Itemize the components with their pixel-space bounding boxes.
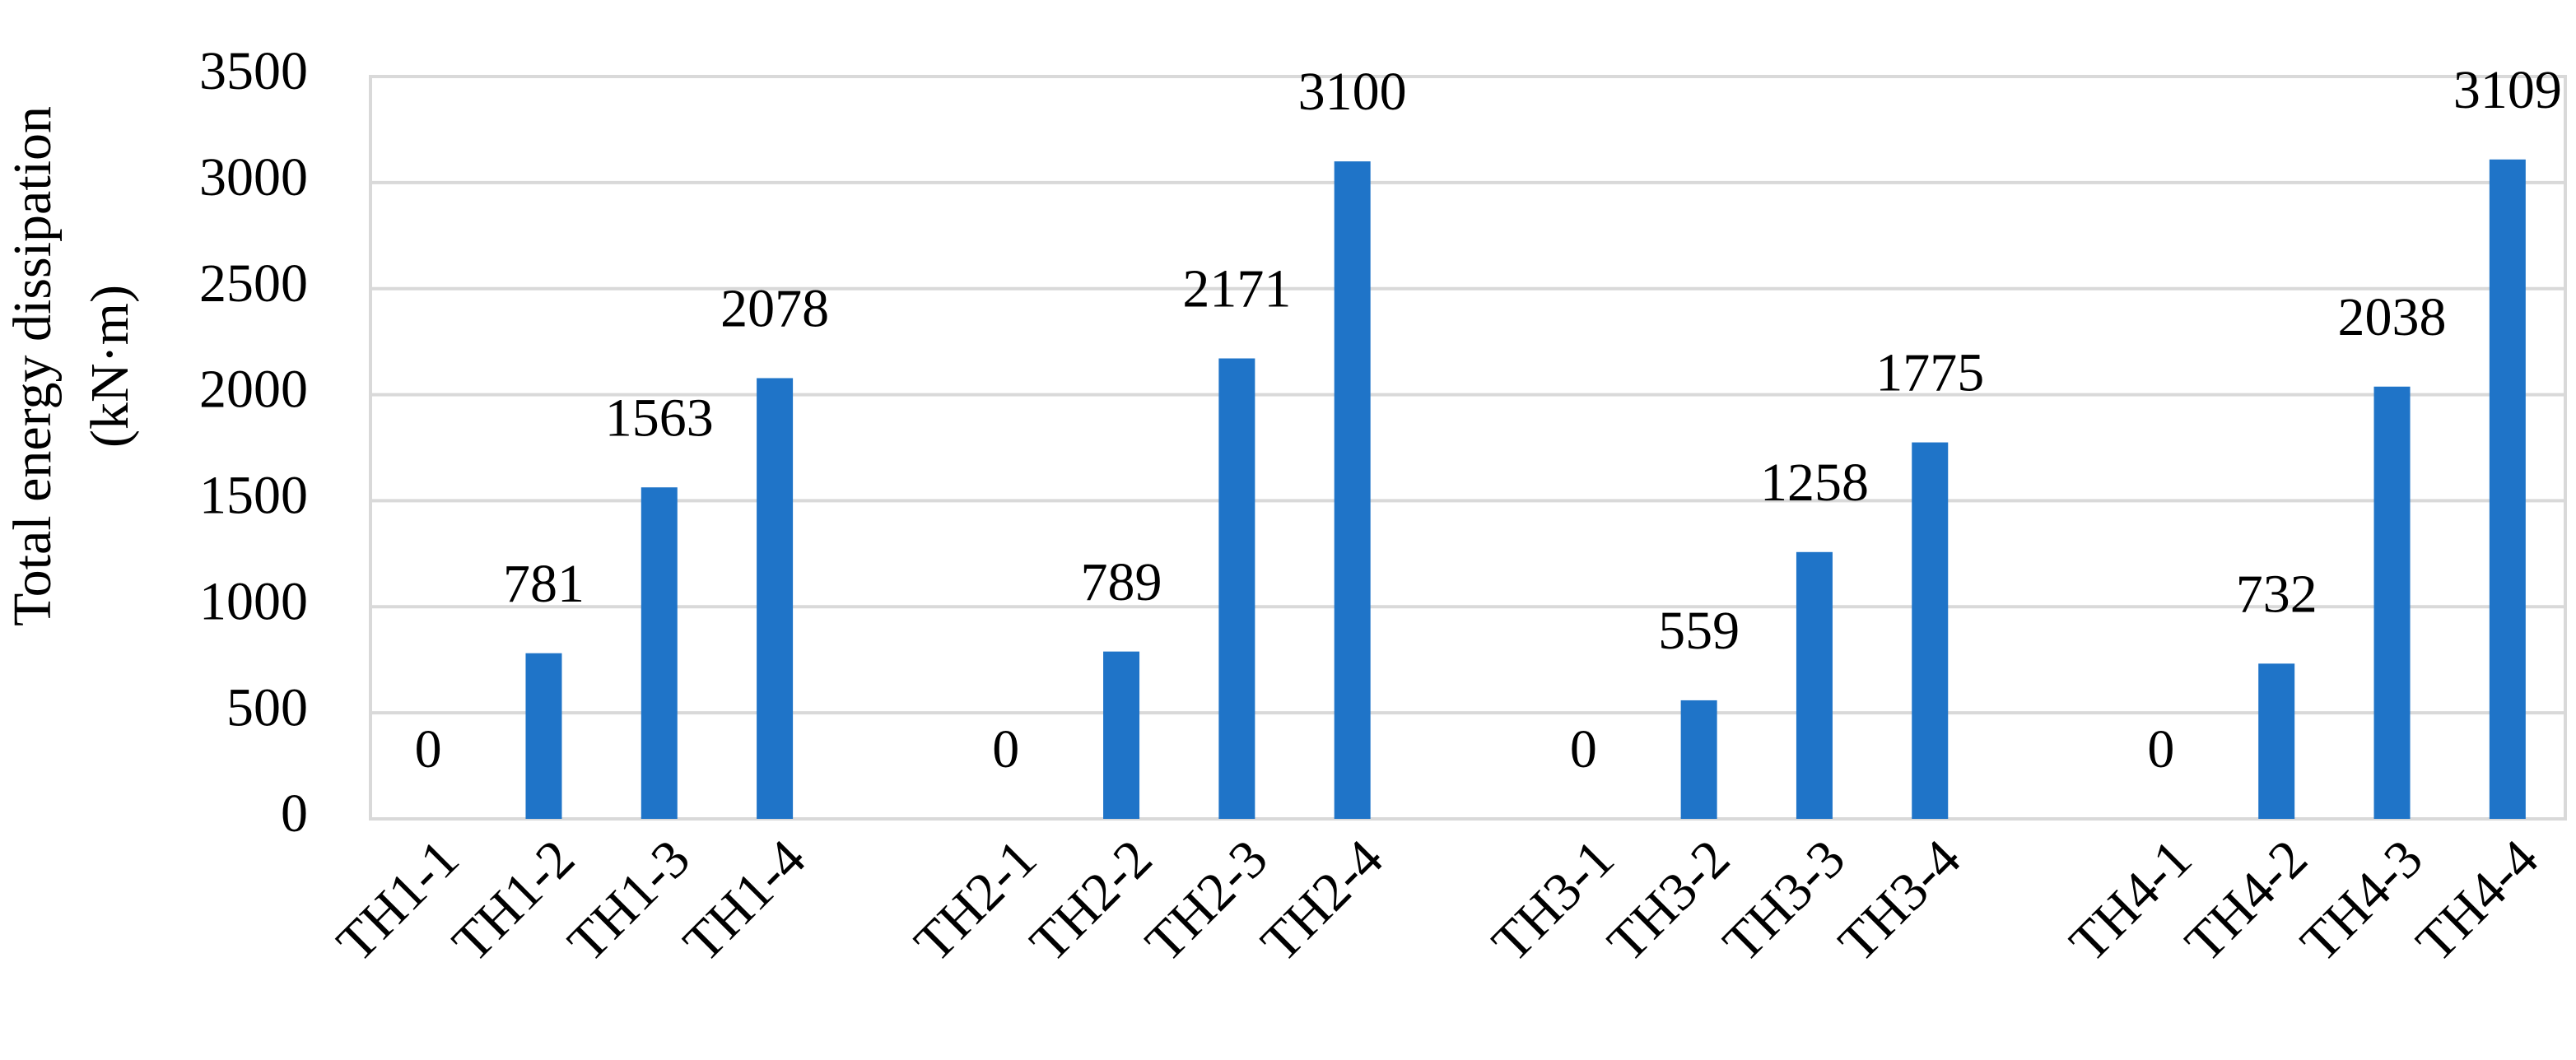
y-tick-label: 1000 [199, 571, 308, 631]
data-label: 2038 [2338, 287, 2447, 347]
bar [1912, 442, 1949, 819]
x-tick-label: TH1-2 [441, 829, 586, 974]
data-label: 0 [992, 719, 1019, 779]
y-tick-label: 2000 [199, 360, 308, 420]
x-tick-label: TH4-1 [2058, 829, 2203, 974]
bar [1103, 651, 1140, 819]
data-label: 781 [503, 554, 585, 614]
x-tick-label: TH4-2 [2173, 829, 2318, 974]
bar [1334, 161, 1371, 820]
y-tick-label: 3500 [199, 41, 308, 101]
y-tick-label: 3000 [199, 147, 308, 207]
bar [757, 378, 794, 819]
x-tick-label: TH3-2 [1596, 829, 1741, 974]
data-label: 1775 [1875, 343, 1984, 403]
bar [1796, 551, 1833, 819]
bar [641, 487, 678, 819]
data-label: 3109 [2453, 60, 2562, 120]
bar [2489, 159, 2526, 819]
x-tick-label: TH3-1 [1481, 829, 1626, 974]
y-axis-title-line: (kN·m) [80, 285, 140, 448]
data-label: 0 [2147, 719, 2174, 779]
data-label: 789 [1081, 552, 1162, 612]
x-tick-label: TH2-4 [1250, 829, 1395, 974]
y-axis-title-line: Total energy dissipation [2, 106, 63, 626]
bar [525, 653, 562, 819]
x-tick-label: TH4-4 [2405, 829, 2550, 974]
y-tick-label: 1500 [199, 466, 308, 526]
x-tick-label: TH2-2 [1018, 829, 1163, 974]
data-label: 559 [1658, 601, 1740, 661]
data-label: 1563 [605, 388, 714, 448]
x-tick-label: TH3-4 [1828, 829, 1973, 974]
x-tick-label: TH1-1 [325, 829, 470, 974]
y-tick-label: 500 [226, 677, 308, 737]
x-tick-label: TH4-3 [2290, 829, 2434, 974]
x-tick-label: TH2-1 [903, 829, 1048, 974]
data-label: 2078 [720, 279, 829, 339]
data-label: 2171 [1182, 259, 1291, 319]
data-label: 0 [415, 719, 442, 779]
data-label: 1258 [1760, 453, 1869, 513]
x-tick-label: TH3-3 [1712, 829, 1856, 974]
x-tick-label: TH2-3 [1134, 829, 1279, 974]
y-tick-label: 0 [281, 783, 308, 844]
data-label: 3100 [1298, 62, 1407, 122]
bar [1218, 358, 1255, 819]
bar [2258, 663, 2295, 819]
x-tick-label: TH1-4 [672, 829, 817, 974]
y-tick-label: 2500 [199, 253, 308, 314]
x-tick-label: TH1-3 [557, 829, 701, 974]
bar [1680, 700, 1717, 819]
y-axis-title: Total energy dissipation (kN·m) [2, 106, 140, 626]
data-label: 732 [2236, 564, 2317, 624]
data-label: 0 [1570, 719, 1597, 779]
bar [2373, 386, 2411, 819]
